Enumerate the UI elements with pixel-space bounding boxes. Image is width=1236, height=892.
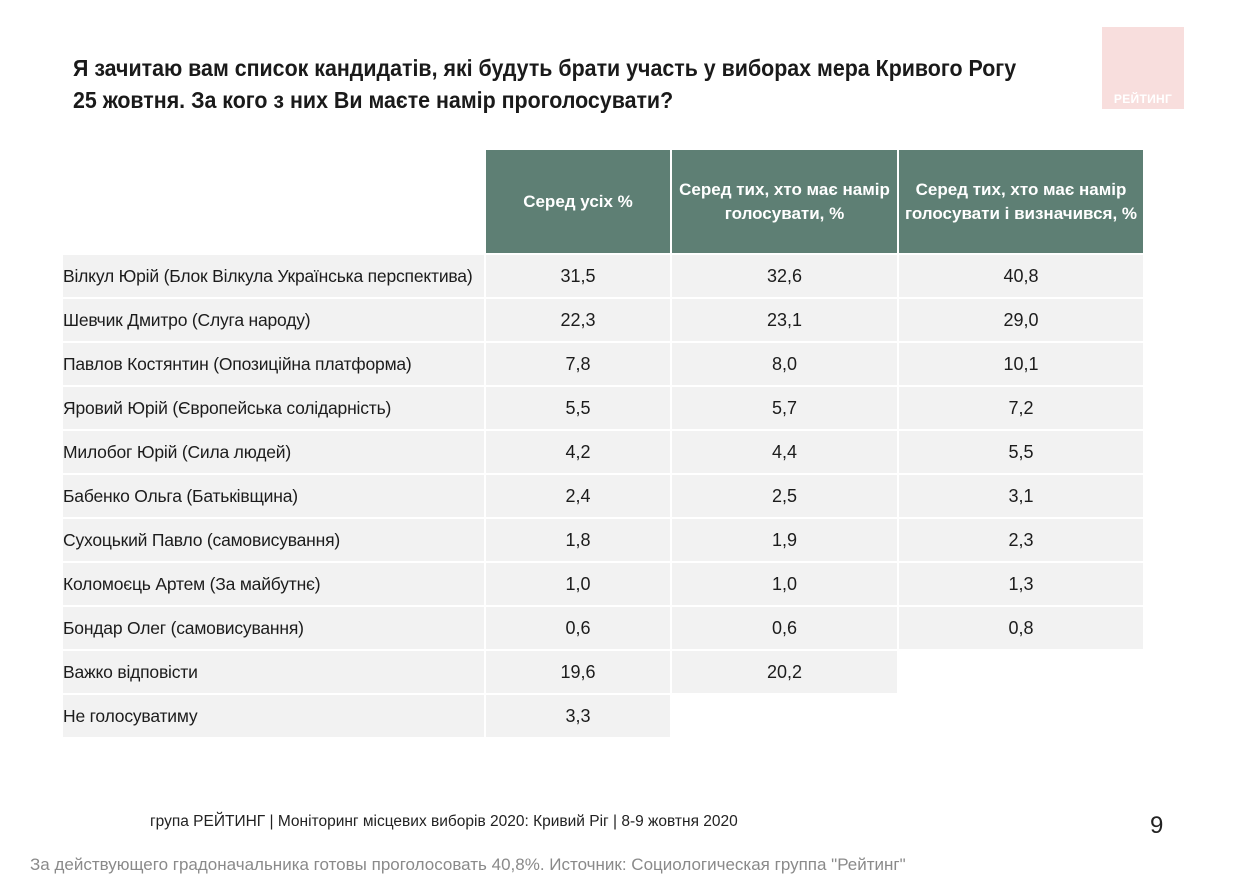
value-cell: 4,2: [486, 431, 670, 473]
value-cell: 32,6: [672, 255, 897, 297]
value-cell: 2,5: [672, 475, 897, 517]
table-row: Яровий Юрій (Європейська солідарність) 5,…: [63, 387, 1143, 429]
value-cell: 5,5: [486, 387, 670, 429]
value-cell: 29,0: [899, 299, 1143, 341]
table-row: Сухоцький Павло (самовисування) 1,8 1,9 2,3: [63, 519, 1143, 561]
value-cell: 0,8: [899, 607, 1143, 649]
image-caption: За действующего градоначальника готовы п…: [30, 855, 906, 874]
column-header-decided: Серед тих, хто має намір голосувати і ви…: [899, 150, 1143, 253]
value-cell: 10,1: [899, 343, 1143, 385]
value-cell: 22,3: [486, 299, 670, 341]
column-header-all: Серед усіх %: [486, 150, 670, 253]
value-cell: 23,1: [672, 299, 897, 341]
value-cell: 1,0: [486, 563, 670, 605]
value-cell: 5,5: [899, 431, 1143, 473]
empty-cell: [672, 695, 897, 737]
page-number: 9: [1150, 812, 1164, 839]
value-cell: 20,2: [672, 651, 897, 693]
candidate-name-cell: Павлов Костянтин (Опозиційна платформа): [63, 343, 484, 385]
value-cell: 0,6: [486, 607, 670, 649]
candidate-name-cell: Бабенко Ольга (Батьківщина): [63, 475, 484, 517]
value-cell: 3,3: [486, 695, 670, 737]
table-row: Не голосуватиму 3,3: [63, 695, 1143, 737]
page-title: Я зачитаю вам список кандидатів, які буд…: [73, 55, 1017, 113]
value-cell: 40,8: [899, 255, 1143, 297]
value-cell: 1,3: [899, 563, 1143, 605]
footer-source: група РЕЙТИНГ | Моніторинг місцевих вибо…: [150, 813, 738, 830]
value-cell: 2,4: [486, 475, 670, 517]
value-cell: 0,6: [672, 607, 897, 649]
value-cell: 5,7: [672, 387, 897, 429]
candidate-name-cell: Важко відповісти: [63, 651, 484, 693]
rating-logo: РЕЙТИНГ: [1102, 27, 1184, 109]
table-row: Вілкул Юрій (Блок Вілкула Українська пер…: [63, 255, 1143, 297]
table-row: Милобог Юрій (Сила людей) 4,2 4,4 5,5: [63, 431, 1143, 473]
value-cell: 8,0: [672, 343, 897, 385]
value-cell: 1,8: [486, 519, 670, 561]
results-table: Серед усіх % Серед тих, хто має намір го…: [61, 148, 1145, 739]
empty-cell: [899, 695, 1143, 737]
value-cell: 1,9: [672, 519, 897, 561]
candidate-name-cell: Милобог Юрій (Сила людей): [63, 431, 484, 473]
logo-text: РЕЙТИНГ: [1113, 92, 1173, 106]
column-header-intend-to-vote: Серед тих, хто має намір голосувати, %: [672, 150, 897, 253]
candidate-name-cell: Сухоцький Павло (самовисування): [63, 519, 484, 561]
table-row: Бондар Олег (самовисування) 0,6 0,6 0,8: [63, 607, 1143, 649]
candidate-name-cell: Шевчик Дмитро (Слуга народу): [63, 299, 484, 341]
table-row: Важко відповісти 19,6 20,2: [63, 651, 1143, 693]
value-cell: 1,0: [672, 563, 897, 605]
table-header-row: Серед усіх % Серед тих, хто має намір го…: [63, 150, 1143, 253]
value-cell: 7,2: [899, 387, 1143, 429]
value-cell: 2,3: [899, 519, 1143, 561]
value-cell: 19,6: [486, 651, 670, 693]
header-blank-cell: [63, 150, 484, 253]
table-row: Павлов Костянтин (Опозиційна платформа) 7…: [63, 343, 1143, 385]
candidate-name-cell: Не голосуватиму: [63, 695, 484, 737]
table-row: Коломоєць Артем (За майбутнє) 1,0 1,0 1,3: [63, 563, 1143, 605]
value-cell: 4,4: [672, 431, 897, 473]
value-cell: 31,5: [486, 255, 670, 297]
candidate-name-cell: Бондар Олег (самовисування): [63, 607, 484, 649]
value-cell: 3,1: [899, 475, 1143, 517]
empty-cell: [899, 651, 1143, 693]
candidate-name-cell: Яровий Юрій (Європейська солідарність): [63, 387, 484, 429]
candidate-name-cell: Коломоєць Артем (За майбутнє): [63, 563, 484, 605]
candidate-name-cell: Вілкул Юрій (Блок Вілкула Українська пер…: [63, 255, 484, 297]
table-row: Шевчик Дмитро (Слуга народу) 22,3 23,1 29,0: [63, 299, 1143, 341]
table-row: Бабенко Ольга (Батьківщина) 2,4 2,5 3,1: [63, 475, 1143, 517]
table-body: Вілкул Юрій (Блок Вілкула Українська пер…: [63, 255, 1143, 737]
value-cell: 7,8: [486, 343, 670, 385]
